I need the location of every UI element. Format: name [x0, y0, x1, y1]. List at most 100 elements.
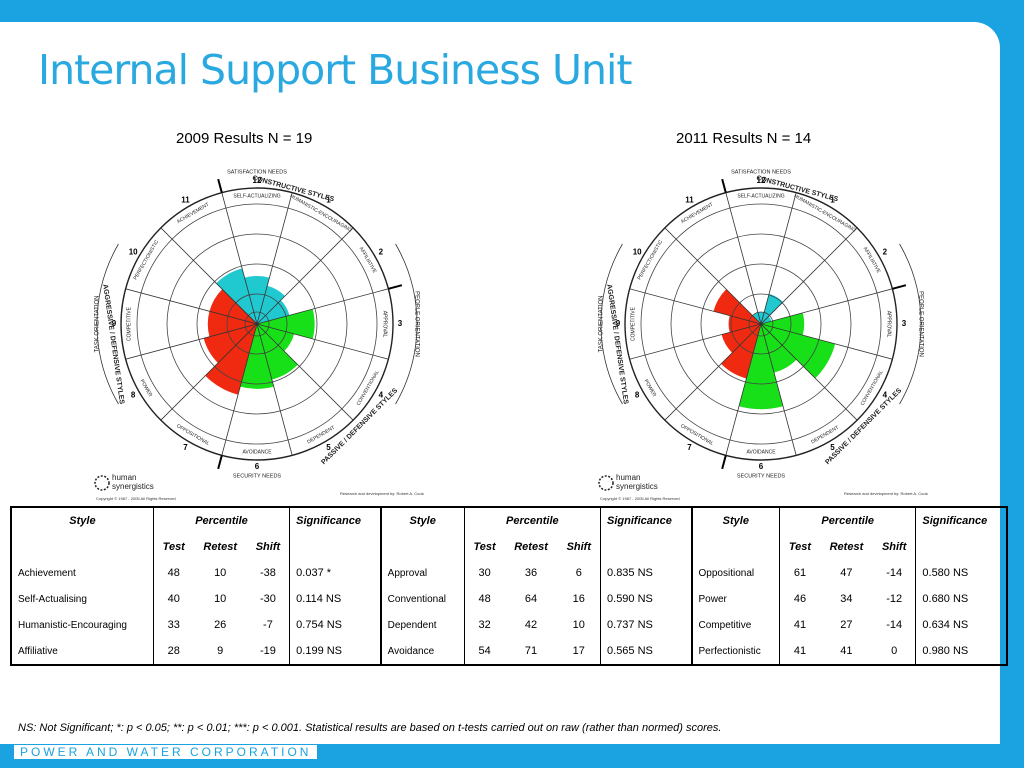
table-row: Affiliative 28 9 -19 0.199 NS Avoidance 54 71 17… — [9, 638, 1009, 665]
right-results-label: 2011 Results N = 14 — [676, 130, 812, 147]
ring — [166, 233, 348, 415]
segment-number: 1 — [830, 195, 835, 204]
test-header: Test — [779, 534, 820, 560]
radial-line — [256, 323, 293, 456]
segment-label: ACHIEVEMENT — [680, 202, 714, 225]
shift-header: Shift — [566, 541, 592, 553]
segment-label: COMPETITIVE — [126, 306, 132, 341]
significance-cell: 0.754 NS — [289, 612, 381, 638]
test-cell: 48 — [152, 560, 194, 586]
segment-number: 3 — [902, 319, 907, 328]
significance-cell: 0.835 NS — [600, 560, 692, 586]
research-credit: Research and development by: Robert A. C… — [340, 491, 424, 496]
style-cell: Oppositional — [690, 560, 780, 586]
people-arrow — [899, 243, 922, 405]
retest-cell: 71 — [524, 645, 538, 657]
profile-wedge — [244, 276, 270, 324]
copyright-text: Copyright © 1987 - 2005 All Rights Reser… — [96, 496, 176, 501]
segment-number: 12 — [253, 176, 262, 185]
arc-label: SECURITY NEEDS — [233, 473, 282, 479]
shift-header: Shift — [255, 541, 281, 553]
profile-wedge — [728, 315, 761, 333]
significance-cell: 0.580 NS — [915, 560, 1009, 586]
segment-label: AVOIDANCE — [242, 449, 272, 455]
arc-label: AGGRESSIVE / DEFENSIVE STYLES — [605, 284, 629, 405]
task-arrow — [600, 243, 623, 405]
shift-cell: -14 — [886, 619, 903, 631]
page-title: Internal Support Business Unit — [38, 46, 632, 94]
arc-label: SATISFACTION NEEDS — [731, 169, 791, 175]
retest-cell: 64 — [524, 593, 538, 605]
retest-cell: 41 — [840, 645, 853, 657]
style-divider — [388, 284, 403, 290]
segment-label: DEPENDENT — [810, 425, 840, 446]
profile-wedge — [761, 293, 784, 324]
radial-line — [256, 288, 389, 325]
radial-line — [256, 323, 389, 360]
segment-label: APPROVAL — [382, 311, 388, 338]
style-cell: Self-Actualising — [9, 586, 154, 612]
radial-line — [125, 323, 258, 360]
radial-line — [629, 288, 762, 325]
test-cell: 40 — [152, 586, 194, 612]
significance-cell: 0.590 NS — [600, 586, 692, 612]
style-cell: Avoidance — [379, 638, 465, 665]
test-header: Test — [152, 534, 194, 560]
significance-cell: 0.199 NS — [289, 638, 381, 665]
copyright-text: Copyright © 1987 - 2005 All Rights Reser… — [600, 496, 680, 501]
shift-cell: -38 — [259, 567, 276, 579]
shift-header: Shift — [881, 541, 907, 553]
style-divider — [217, 455, 223, 470]
segment-label: SELF-ACTUALIZING — [233, 193, 280, 199]
circumplex-2009: SELF-ACTUALIZING HUMANISTIC-ENCOURAGING AF… — [90, 162, 483, 522]
radial-line — [160, 323, 258, 421]
arc-label: PEOPLE ORIENTATION — [413, 291, 419, 357]
style-header: Style — [9, 507, 154, 534]
table-row: Humanistic-Encouraging 33 26 -7 0.754 NS Depe… — [9, 612, 1009, 638]
ring — [244, 311, 270, 337]
task-arrow — [96, 243, 119, 405]
significance-header: Significance — [289, 507, 381, 534]
outer-ring — [120, 187, 394, 461]
arc-label: SECURITY NEEDS — [737, 473, 786, 479]
test-cell: 46 — [779, 586, 820, 612]
profile-wedge — [257, 309, 315, 339]
style-cell: Conventional — [379, 586, 465, 612]
test-header: Test — [463, 534, 505, 560]
profile-wedge — [752, 312, 761, 324]
segment-number: 4 — [883, 391, 888, 400]
radial-line — [629, 323, 762, 360]
ring — [748, 311, 774, 337]
ring — [196, 263, 318, 385]
profile-wedge — [209, 289, 257, 324]
style-cell: Approval — [379, 560, 465, 586]
segment-number: 1 — [326, 195, 331, 204]
arc-label: PEOPLE ORIENTATION — [917, 291, 923, 357]
test-cell: 30 — [463, 560, 505, 586]
segment-label: DEPENDENT — [306, 425, 336, 446]
logo-text: synergistics — [616, 482, 658, 491]
test-cell: 41 — [779, 612, 820, 638]
profile-wedge — [257, 324, 298, 380]
profile-wedge — [738, 324, 784, 410]
significance-header: Significance — [915, 507, 1009, 534]
profile-wedge — [761, 312, 805, 336]
significance-cell: 0.737 NS — [600, 612, 692, 638]
profile-wedge — [257, 324, 295, 352]
style-header: Style — [379, 507, 465, 534]
test-cell: 54 — [463, 638, 505, 665]
segment-number: 3 — [398, 319, 403, 328]
segment-number: 6 — [255, 462, 260, 471]
profile-wedge — [761, 316, 772, 324]
style-divider — [721, 178, 727, 193]
retest-cell: 42 — [524, 619, 538, 631]
radial-line — [221, 323, 258, 456]
segment-label: COMPETITIVE — [630, 306, 636, 341]
arc-label: AGGRESSIVE / DEFENSIVE STYLES — [101, 284, 125, 405]
retest-cell: 10 — [214, 567, 227, 579]
style-cell: Power — [690, 586, 780, 612]
shift-cell: -12 — [886, 593, 903, 605]
logo-icon — [598, 475, 614, 491]
ring — [226, 293, 288, 355]
retest-cell: 34 — [840, 593, 853, 605]
